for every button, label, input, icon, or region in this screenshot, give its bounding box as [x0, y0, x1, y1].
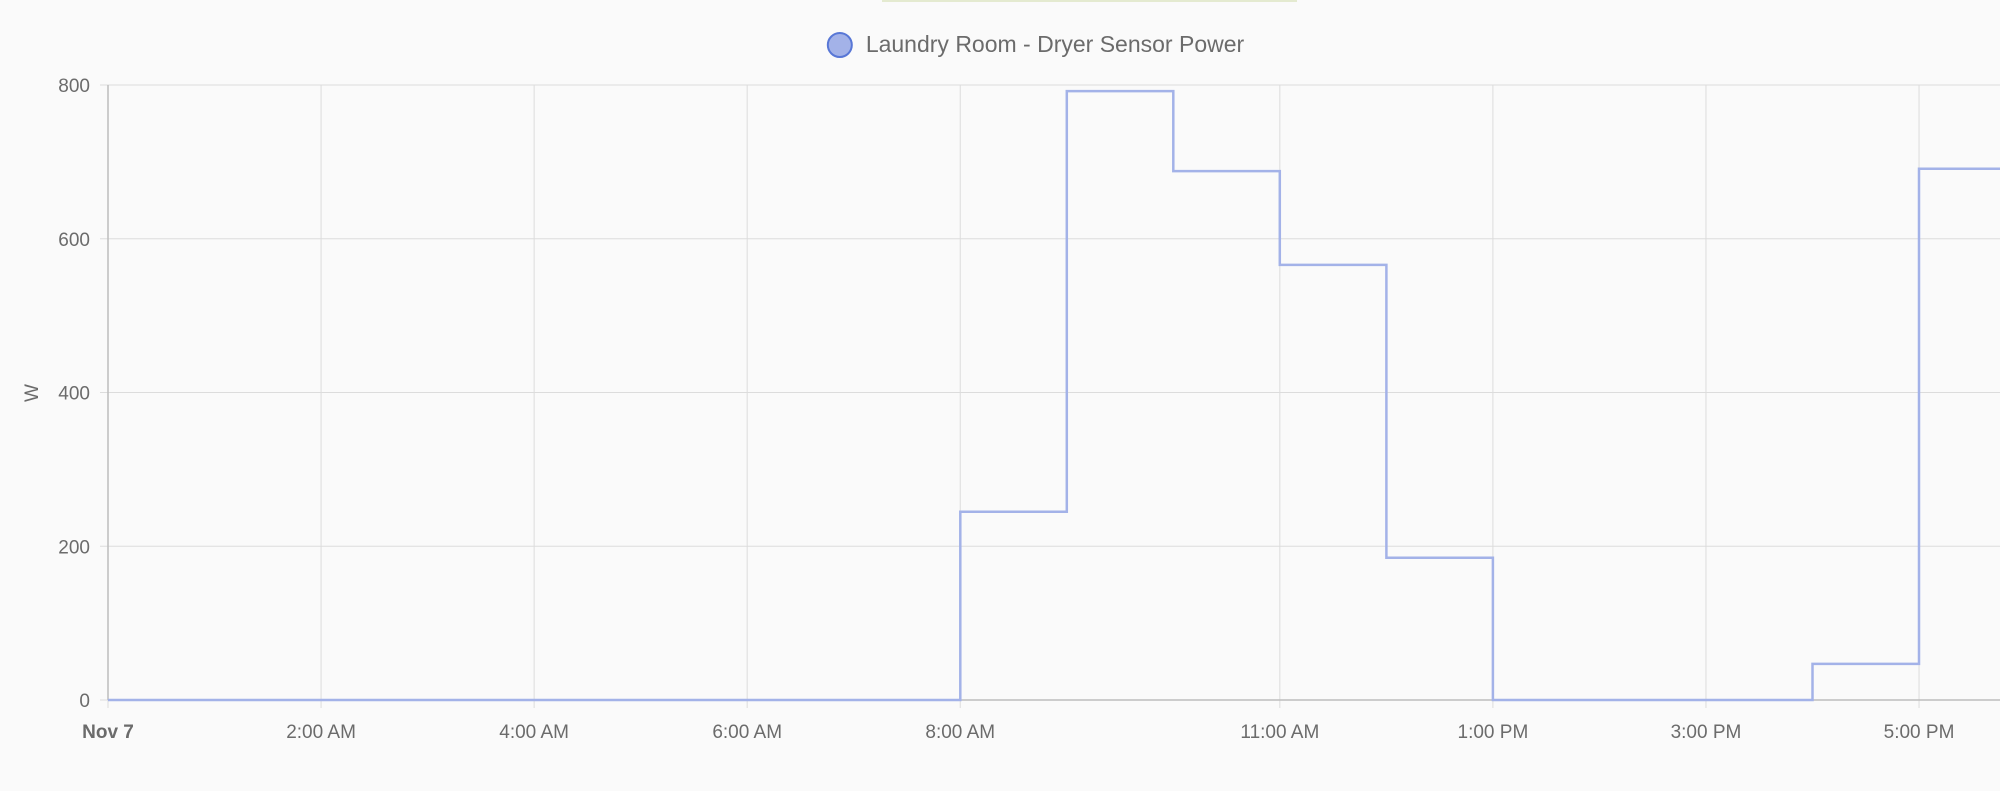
y-tick-label: 400	[58, 384, 90, 405]
top-accent-line	[882, 0, 1297, 2]
series-line-0	[108, 89, 2000, 702]
x-tick-label: 6:00 AM	[712, 722, 782, 743]
legend-marker[interactable]	[826, 32, 853, 58]
x-tick-label: 5:00 PM	[1884, 722, 1955, 743]
y-tick-label: 200	[58, 537, 90, 558]
x-tick-label: 2:00 AM	[286, 722, 356, 743]
x-tick-label: 1:00 PM	[1458, 722, 1529, 743]
x-tick-label: Nov 7	[82, 722, 134, 743]
y-axis-label: W	[22, 384, 43, 402]
x-tick-label: 8:00 AM	[925, 722, 995, 743]
y-tick-label: 0	[79, 691, 90, 712]
y-tick-label: 800	[58, 76, 90, 97]
x-tick-label: 11:00 AM	[1240, 722, 1319, 743]
x-tick-label: 3:00 PM	[1671, 722, 1742, 743]
y-tick-label: 600	[58, 230, 90, 251]
legend-label[interactable]: Laundry Room - Dryer Sensor Power	[866, 31, 1245, 57]
x-tick-label: 4:00 AM	[499, 722, 569, 743]
